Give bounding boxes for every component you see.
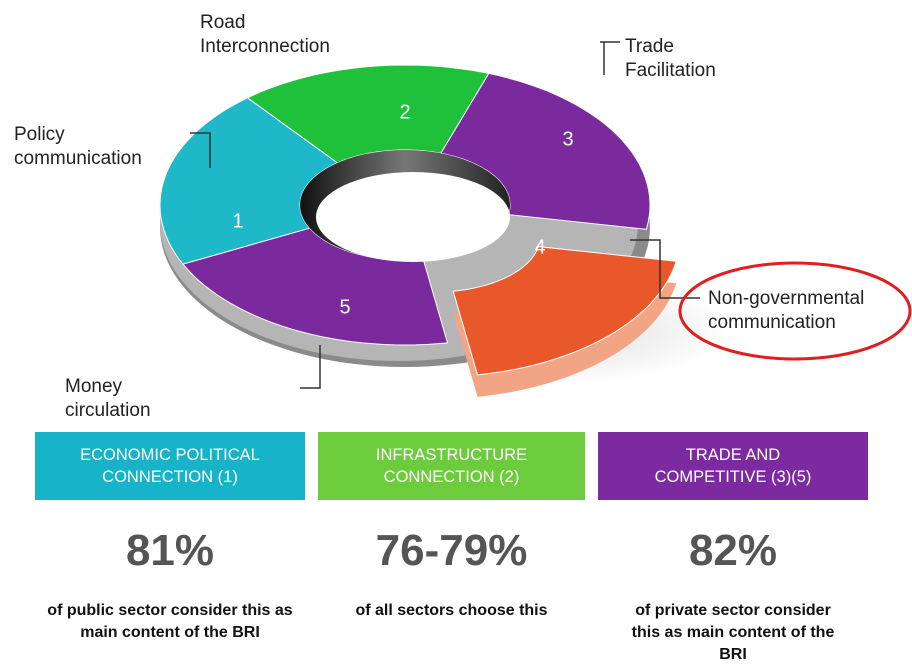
- label-text: circulation: [65, 400, 151, 420]
- box-title: INFRASTRUCTURE CONNECTION (2): [375, 446, 528, 486]
- label-text: Trade: [625, 36, 674, 57]
- category-box: ECONOMIC POLITICAL CONNECTION (1): [35, 432, 305, 500]
- segment-label: Trade Facilitation: [625, 36, 716, 81]
- segment-number: 2: [399, 101, 410, 123]
- segment-number: 4: [534, 236, 545, 258]
- label-text: Road: [200, 12, 245, 33]
- stat: 76-79%: [375, 526, 528, 575]
- description: of all sectors choose this: [355, 602, 548, 619]
- label-text: Facilitation: [625, 60, 716, 81]
- label-text: communication: [14, 148, 142, 169]
- segment-label: Road Interconnection: [200, 12, 330, 57]
- description: of private sector consider this as main …: [631, 602, 835, 663]
- segment-label: Non-governmental communication: [708, 288, 864, 333]
- leader-lines: [190, 41, 700, 389]
- label-text: Policy: [14, 124, 65, 145]
- label-text: Non-governmental: [708, 288, 864, 309]
- donut-hole: [316, 172, 510, 262]
- category-box: INFRASTRUCTURE CONNECTION (2): [318, 432, 585, 500]
- segment-label: Policy communication: [14, 124, 142, 169]
- donut: 1 2 3 4 5: [159, 64, 677, 397]
- segment-number: 5: [339, 296, 350, 318]
- segment-number: 3: [562, 128, 573, 150]
- label-text: communication: [708, 312, 836, 333]
- box-title: TRADE AND COMPETITIVE (3)(5): [654, 446, 812, 486]
- box-title: ECONOMIC POLITICAL CONNECTION (1): [80, 446, 260, 486]
- stat: 81%: [125, 526, 215, 575]
- label-text: Interconnection: [200, 36, 330, 57]
- description: of public sector consider this as main c…: [47, 602, 293, 641]
- label-text: Money: [65, 376, 123, 397]
- segment-label: Money circulation: [65, 376, 151, 420]
- category-box: TRADE AND COMPETITIVE (3)(5): [598, 432, 868, 500]
- donut-diagram: 1 2 3 4 5 Policy communication Road Interconne…: [14, 12, 912, 420]
- segment: [452, 246, 677, 376]
- stat: 82%: [688, 526, 778, 575]
- highlight-circle: [678, 261, 912, 361]
- segment-number: 1: [232, 210, 243, 232]
